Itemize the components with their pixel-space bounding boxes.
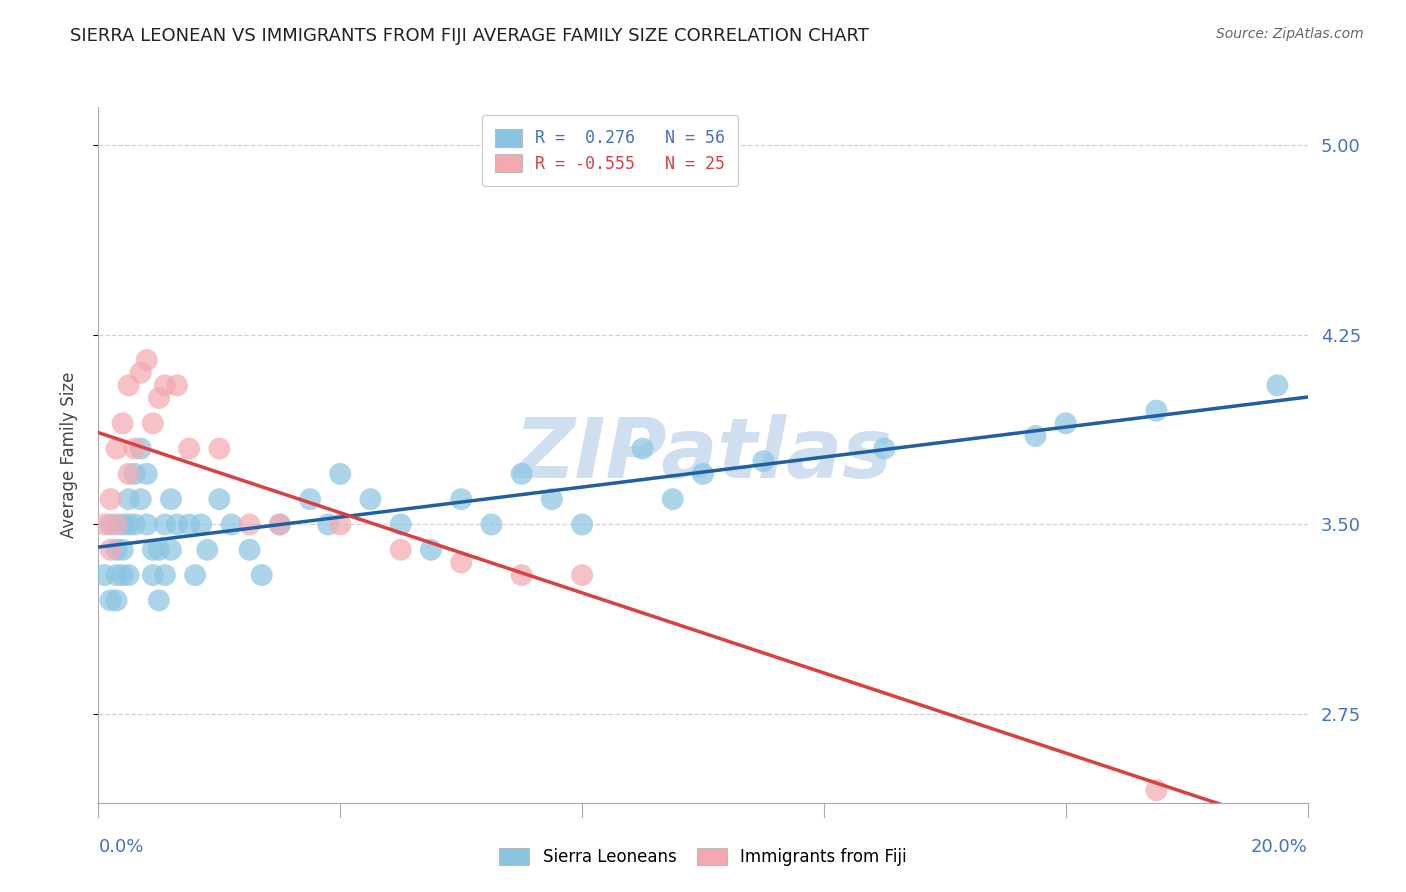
Point: [100, 492, 122, 507]
Point: [450, 556, 472, 570]
Point: [250, 568, 273, 582]
Point: [360, 492, 382, 507]
Point: [1144, 783, 1167, 797]
Point: [105, 517, 128, 532]
Point: [299, 492, 322, 507]
Point: [129, 442, 152, 456]
Point: [148, 542, 170, 557]
Point: [118, 467, 141, 481]
Point: [124, 442, 146, 456]
Point: [179, 442, 201, 456]
Point: [118, 517, 141, 532]
Point: [166, 517, 188, 532]
Point: [111, 517, 134, 532]
Point: [105, 542, 128, 557]
Point: [239, 517, 262, 532]
Point: [93, 568, 115, 582]
Point: [100, 517, 122, 532]
Point: [329, 517, 352, 532]
Point: [105, 568, 128, 582]
Text: Source: ZipAtlas.com: Source: ZipAtlas.com: [1216, 27, 1364, 41]
Point: [118, 568, 141, 582]
Point: [118, 492, 141, 507]
Point: [481, 517, 503, 532]
Text: 20.0%: 20.0%: [1251, 838, 1308, 856]
Point: [631, 442, 654, 456]
Text: 0.0%: 0.0%: [98, 838, 143, 856]
Point: [100, 593, 122, 607]
Point: [166, 378, 188, 392]
Point: [148, 593, 170, 607]
Point: [1054, 417, 1077, 431]
Point: [329, 467, 352, 481]
Point: [160, 542, 183, 557]
Point: [153, 568, 176, 582]
Point: [208, 442, 231, 456]
Point: [208, 492, 231, 507]
Point: [129, 366, 152, 380]
Point: [184, 568, 207, 582]
Point: [142, 417, 165, 431]
Point: [135, 353, 157, 368]
Point: [389, 542, 412, 557]
Point: [316, 517, 339, 532]
Point: [124, 467, 146, 481]
Point: [510, 568, 533, 582]
Point: [873, 442, 896, 456]
Point: [153, 378, 176, 392]
Text: ZIPatlas: ZIPatlas: [515, 415, 891, 495]
Point: [160, 492, 183, 507]
Point: [239, 542, 262, 557]
Point: [111, 417, 134, 431]
Point: [540, 492, 562, 507]
Point: [190, 517, 212, 532]
Point: [389, 517, 412, 532]
Point: [752, 454, 775, 468]
Point: [153, 517, 176, 532]
Point: [1267, 378, 1289, 392]
Point: [450, 492, 472, 507]
Point: [135, 467, 157, 481]
Point: [571, 568, 593, 582]
Point: [269, 517, 291, 532]
Point: [1024, 429, 1046, 443]
Point: [111, 542, 134, 557]
Point: [148, 391, 170, 405]
Point: [692, 467, 714, 481]
Point: [221, 517, 243, 532]
Point: [662, 492, 685, 507]
Point: [118, 378, 141, 392]
Point: [100, 542, 122, 557]
Point: [111, 568, 134, 582]
Point: [142, 568, 165, 582]
Point: [135, 517, 157, 532]
Point: [105, 442, 128, 456]
Point: [195, 542, 218, 557]
Point: [105, 593, 128, 607]
Point: [179, 517, 201, 532]
Point: [142, 542, 165, 557]
Point: [269, 517, 291, 532]
Point: [124, 517, 146, 532]
Legend: Sierra Leoneans, Immigrants from Fiji: Sierra Leoneans, Immigrants from Fiji: [491, 840, 915, 875]
Point: [93, 517, 115, 532]
Point: [1144, 403, 1167, 417]
Point: [129, 492, 152, 507]
Legend: R =  0.276   N = 56, R = -0.555   N = 25: R = 0.276 N = 56, R = -0.555 N = 25: [482, 115, 738, 186]
Point: [420, 542, 443, 557]
Point: [571, 517, 593, 532]
Y-axis label: Average Family Size: Average Family Size: [59, 372, 77, 538]
Text: SIERRA LEONEAN VS IMMIGRANTS FROM FIJI AVERAGE FAMILY SIZE CORRELATION CHART: SIERRA LEONEAN VS IMMIGRANTS FROM FIJI A…: [70, 27, 869, 45]
Point: [510, 467, 533, 481]
